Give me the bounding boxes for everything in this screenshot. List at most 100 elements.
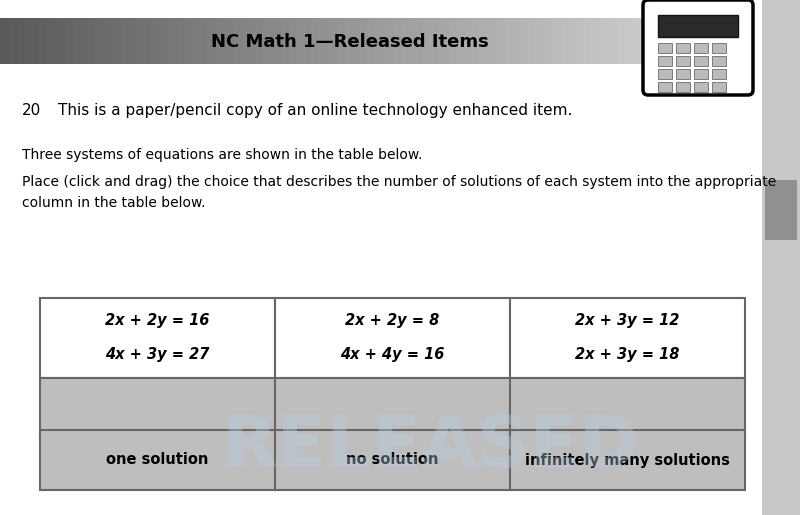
Bar bbox=[10, 18, 19, 64]
Bar bbox=[411, 18, 422, 64]
Bar bbox=[580, 18, 590, 64]
Bar bbox=[262, 18, 272, 64]
Bar bbox=[658, 15, 738, 37]
Bar bbox=[281, 18, 290, 64]
Bar bbox=[589, 18, 599, 64]
Text: 20: 20 bbox=[22, 103, 42, 118]
Bar bbox=[664, 18, 674, 64]
Bar bbox=[168, 18, 178, 64]
Bar bbox=[712, 82, 726, 92]
Bar bbox=[337, 18, 346, 64]
Bar bbox=[636, 18, 646, 64]
Bar bbox=[187, 18, 197, 64]
Bar bbox=[682, 18, 692, 64]
Bar bbox=[196, 18, 206, 64]
Text: Place (click and drag) the choice that describes the number of solutions of each: Place (click and drag) the choice that d… bbox=[22, 175, 776, 210]
Bar bbox=[702, 18, 711, 64]
Bar bbox=[658, 69, 672, 79]
Text: This is a paper/pencil copy of an online technology enhanced item.: This is a paper/pencil copy of an online… bbox=[58, 103, 572, 118]
Bar bbox=[676, 82, 690, 92]
Bar bbox=[430, 18, 440, 64]
Text: 4x + 4y = 16: 4x + 4y = 16 bbox=[340, 348, 445, 363]
Bar bbox=[346, 18, 356, 64]
Bar bbox=[253, 18, 262, 64]
Bar bbox=[658, 43, 672, 53]
Bar bbox=[598, 18, 608, 64]
Bar bbox=[18, 18, 29, 64]
Bar bbox=[327, 18, 337, 64]
Bar bbox=[393, 18, 402, 64]
Bar bbox=[510, 298, 745, 378]
Bar bbox=[477, 18, 486, 64]
Bar bbox=[626, 18, 636, 64]
Bar bbox=[383, 18, 394, 64]
Bar bbox=[38, 18, 47, 64]
Bar bbox=[712, 69, 726, 79]
FancyBboxPatch shape bbox=[643, 0, 753, 95]
Bar bbox=[0, 18, 10, 64]
Text: 2x + 3y = 18: 2x + 3y = 18 bbox=[575, 348, 680, 363]
Bar bbox=[103, 18, 113, 64]
Bar bbox=[421, 18, 430, 64]
Bar bbox=[542, 18, 552, 64]
Bar bbox=[738, 18, 749, 64]
Bar bbox=[712, 56, 726, 66]
Bar bbox=[46, 18, 57, 64]
Bar bbox=[694, 43, 708, 53]
Bar bbox=[533, 18, 543, 64]
Text: 2x + 2y = 16: 2x + 2y = 16 bbox=[106, 313, 210, 328]
Bar bbox=[275, 430, 510, 490]
Text: NC Math 1—Released Items: NC Math 1—Released Items bbox=[211, 33, 489, 51]
Bar bbox=[505, 18, 514, 64]
Bar bbox=[299, 18, 309, 64]
Bar bbox=[570, 18, 580, 64]
Bar bbox=[658, 56, 672, 66]
Bar bbox=[658, 82, 672, 92]
Bar bbox=[692, 18, 702, 64]
Bar bbox=[40, 378, 275, 438]
Bar bbox=[206, 18, 215, 64]
Bar bbox=[510, 430, 745, 490]
Bar bbox=[140, 18, 150, 64]
Bar bbox=[66, 18, 75, 64]
Bar bbox=[510, 378, 745, 438]
Bar bbox=[402, 18, 412, 64]
Bar bbox=[122, 18, 131, 64]
Text: 2x + 3y = 12: 2x + 3y = 12 bbox=[575, 313, 680, 328]
Bar bbox=[676, 43, 690, 53]
Bar bbox=[552, 18, 562, 64]
Text: RELEASED: RELEASED bbox=[221, 414, 639, 483]
Bar bbox=[84, 18, 94, 64]
Bar bbox=[674, 18, 683, 64]
Bar bbox=[561, 18, 571, 64]
Text: 4x + 3y = 27: 4x + 3y = 27 bbox=[106, 348, 210, 363]
Bar bbox=[56, 18, 66, 64]
Text: one solution: one solution bbox=[106, 453, 209, 468]
Bar bbox=[720, 18, 730, 64]
Bar bbox=[318, 18, 328, 64]
Bar bbox=[439, 18, 450, 64]
Bar bbox=[617, 18, 627, 64]
Bar bbox=[676, 56, 690, 66]
Bar bbox=[112, 18, 122, 64]
Bar bbox=[271, 18, 281, 64]
Bar bbox=[765, 180, 797, 240]
Bar bbox=[309, 18, 318, 64]
Bar bbox=[131, 18, 141, 64]
Bar bbox=[365, 18, 374, 64]
Bar bbox=[159, 18, 169, 64]
Bar bbox=[495, 18, 506, 64]
Bar bbox=[40, 430, 275, 490]
Text: 2x + 2y = 8: 2x + 2y = 8 bbox=[346, 313, 440, 328]
Bar bbox=[514, 18, 524, 64]
Text: Three systems of equations are shown in the table below.: Three systems of equations are shown in … bbox=[22, 148, 422, 162]
Bar bbox=[243, 18, 253, 64]
Bar bbox=[762, 0, 800, 515]
Bar bbox=[75, 18, 85, 64]
Bar bbox=[275, 298, 510, 378]
Bar bbox=[290, 18, 300, 64]
Bar bbox=[449, 18, 458, 64]
Bar bbox=[234, 18, 243, 64]
Bar bbox=[458, 18, 468, 64]
Bar bbox=[40, 298, 275, 378]
